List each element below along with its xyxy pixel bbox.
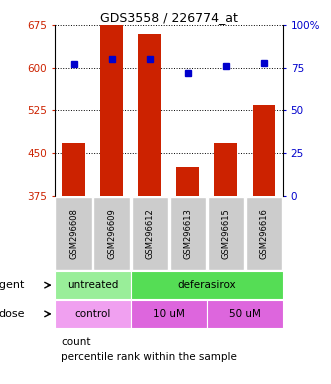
Text: 10 uM: 10 uM [153, 309, 185, 319]
Bar [55, 300, 131, 328]
Bar [131, 300, 207, 328]
Bar [169, 197, 206, 270]
Bar [246, 197, 282, 270]
Bar [55, 197, 92, 270]
Text: GSM296616: GSM296616 [260, 208, 268, 259]
Text: control: control [74, 309, 111, 319]
Text: dose: dose [0, 309, 25, 319]
Text: count: count [61, 337, 91, 347]
Bar [100, 25, 123, 196]
Bar [93, 197, 130, 270]
Bar [55, 271, 131, 299]
Bar [62, 143, 85, 196]
Title: GDS3558 / 226774_at: GDS3558 / 226774_at [100, 11, 238, 24]
Bar [131, 197, 168, 270]
Text: untreated: untreated [67, 280, 118, 290]
Text: 50 uM: 50 uM [229, 309, 261, 319]
Bar [253, 105, 275, 196]
Text: GSM296608: GSM296608 [69, 208, 78, 259]
Text: GSM296615: GSM296615 [221, 208, 230, 259]
Text: GSM296612: GSM296612 [145, 208, 154, 259]
Bar [208, 197, 244, 270]
Text: percentile rank within the sample: percentile rank within the sample [61, 352, 237, 362]
Text: GSM296609: GSM296609 [107, 208, 116, 259]
Bar [131, 271, 283, 299]
Text: deferasirox: deferasirox [177, 280, 236, 290]
Bar [138, 33, 161, 196]
Bar [176, 167, 199, 196]
Bar [214, 143, 237, 196]
Bar [207, 300, 283, 328]
Text: GSM296613: GSM296613 [183, 208, 192, 259]
Text: agent: agent [0, 280, 25, 290]
